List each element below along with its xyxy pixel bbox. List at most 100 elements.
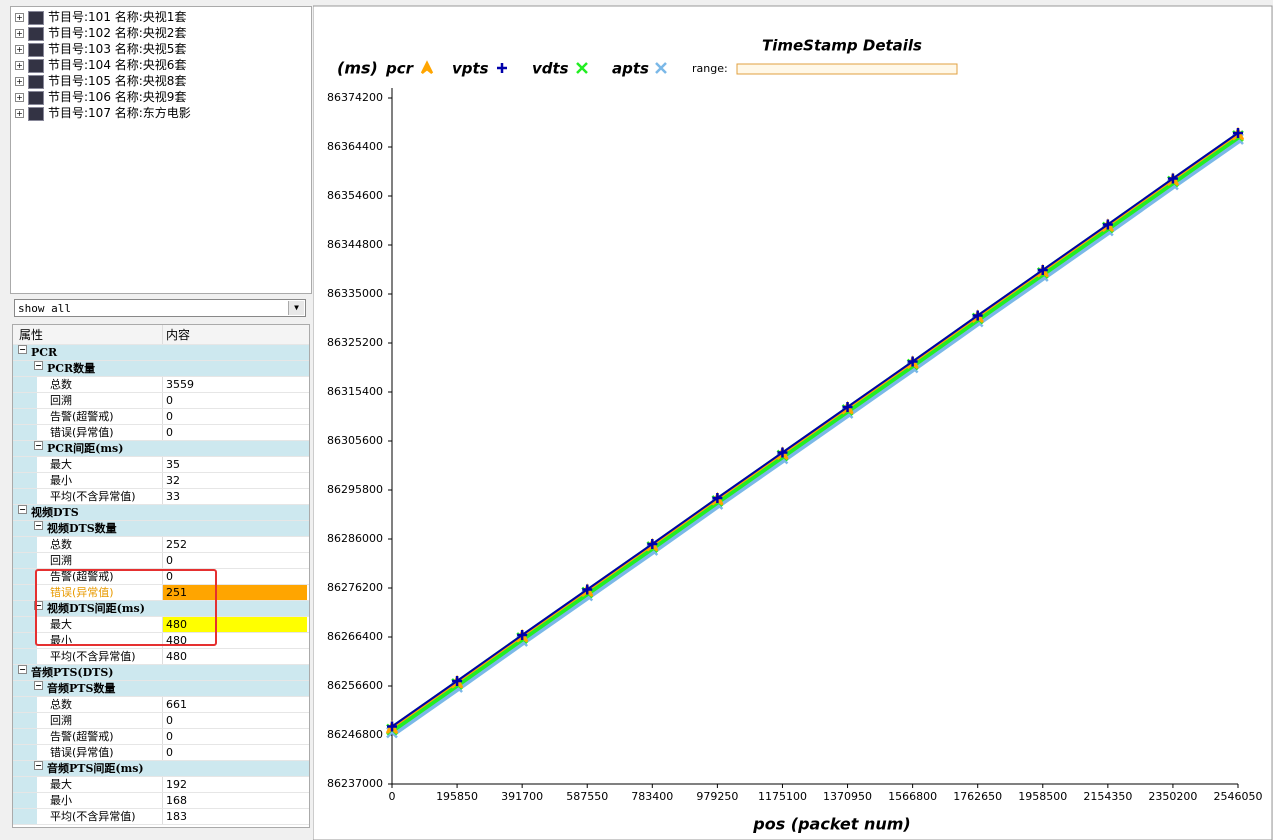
- range-box[interactable]: [736, 63, 958, 75]
- x-tick-label: 391700: [501, 790, 543, 803]
- collapse-toggle[interactable]: −: [34, 520, 43, 530]
- program-tree: + 节目号:101 名称:央视1套 + 节目号:102 名称:央视2套 + 节目号:103…: [10, 6, 312, 294]
- category-row[interactable]: − 音频PTS间距(ms): [13, 761, 309, 777]
- property-name: 最大: [13, 777, 163, 792]
- data-point: [1233, 128, 1243, 138]
- collapse-toggle[interactable]: −: [34, 440, 43, 450]
- expander[interactable]: +: [15, 13, 24, 22]
- collapse-toggle[interactable]: −: [34, 360, 43, 370]
- tree-item[interactable]: + 节目号:104 名称:央视6套: [15, 57, 186, 73]
- chart-title: TimeStamp Details: [762, 37, 922, 55]
- filter-dropdown[interactable]: show all ▼: [14, 299, 306, 317]
- category-row[interactable]: − PCR间距(ms): [13, 441, 309, 457]
- expander[interactable]: +: [15, 29, 24, 38]
- property-value: 0: [166, 426, 173, 439]
- legend-marker: [576, 62, 588, 74]
- program-icon: [28, 42, 44, 57]
- header-cell: 内容: [166, 328, 191, 342]
- property-value: 0: [166, 394, 173, 407]
- collapse-toggle[interactable]: −: [34, 760, 43, 770]
- program-icon: [28, 58, 44, 73]
- property-value: 661: [166, 698, 187, 711]
- tree-item[interactable]: + 节目号:105 名称:央视8套: [15, 73, 186, 89]
- property-value: 3559: [166, 378, 194, 391]
- data-point: [647, 539, 658, 549]
- program-label: 节目号:106 名称:央视9套: [48, 90, 187, 104]
- category-label: PCR数量: [47, 362, 96, 375]
- property-name: 平均(不含异常值): [13, 649, 163, 664]
- y-tick-label: 86315400: [327, 385, 383, 398]
- expander[interactable]: +: [15, 109, 24, 118]
- x-tick-label: 2350200: [1148, 790, 1197, 803]
- collapse-toggle[interactable]: −: [18, 504, 27, 514]
- property-row: 平均(不含异常值) 183: [13, 809, 309, 825]
- collapse-toggle[interactable]: −: [18, 344, 27, 354]
- tree-item[interactable]: + 节目号:102 名称:央视2套: [15, 25, 186, 41]
- property-row: 总数 661: [13, 697, 309, 713]
- tree-item[interactable]: + 节目号:101 名称:央视1套: [15, 9, 186, 25]
- program-label: 节目号:101 名称:央视1套: [48, 10, 187, 24]
- category-row[interactable]: − 音频PTS(DTS): [13, 665, 309, 681]
- property-row: 平均(不含异常值) 33: [13, 489, 309, 505]
- property-row: 错误(异常值) 251: [13, 585, 309, 601]
- property-value: 0: [166, 746, 173, 759]
- category-row[interactable]: − PCR数量: [13, 361, 309, 377]
- property-value: 480: [163, 617, 307, 632]
- property-value: 183: [166, 810, 187, 823]
- property-name: 总数: [13, 377, 163, 392]
- x-tick-label: 587550: [566, 790, 608, 803]
- x-tick-label: 1762650: [953, 790, 1002, 803]
- y-tick-label: 86295800: [327, 483, 383, 496]
- y-tick-label: 86286000: [327, 532, 383, 545]
- data-point: [387, 721, 397, 732]
- property-row: 平均(不含异常值) 480: [13, 649, 309, 665]
- property-row: 总数 252: [13, 537, 309, 553]
- y-tick-label: 86325200: [327, 336, 383, 349]
- property-value: 480: [166, 650, 187, 663]
- data-point: [712, 493, 723, 503]
- program-icon: [28, 26, 44, 41]
- category-row[interactable]: − 视频DTS数量: [13, 521, 309, 537]
- tree-item[interactable]: + 节目号:106 名称:央视9套: [15, 89, 186, 105]
- expander[interactable]: +: [15, 61, 24, 70]
- property-value: 480: [166, 634, 187, 647]
- category-label: 音频PTS(DTS): [31, 666, 114, 679]
- category-label: PCR: [31, 346, 58, 359]
- collapse-toggle[interactable]: −: [34, 600, 43, 610]
- property-row: 最大 35: [13, 457, 309, 473]
- x-tick-label: 1175100: [758, 790, 807, 803]
- expander[interactable]: +: [15, 93, 24, 102]
- data-point: [452, 676, 463, 686]
- y-tick-label: 86364400: [327, 140, 383, 153]
- collapse-toggle[interactable]: −: [18, 664, 27, 674]
- property-row: 告警(超警戒) 0: [13, 409, 309, 425]
- property-value: 0: [166, 570, 173, 583]
- x-tick-label: 1566800: [888, 790, 937, 803]
- x-tick-label: 2154350: [1083, 790, 1132, 803]
- collapse-toggle[interactable]: −: [34, 680, 43, 690]
- program-label: 节目号:104 名称:央视6套: [48, 58, 187, 72]
- category-row[interactable]: − 视频DTS间距(ms): [13, 601, 309, 617]
- category-row[interactable]: − 视频DTS: [13, 505, 309, 521]
- y-tick-label: 86335000: [327, 287, 383, 300]
- property-value: 32: [166, 474, 180, 487]
- expander[interactable]: +: [15, 77, 24, 86]
- x-tick-label: 1958500: [1018, 790, 1067, 803]
- category-label: 视频DTS间距(ms): [47, 602, 145, 615]
- property-value: 0: [166, 730, 173, 743]
- expander[interactable]: +: [15, 45, 24, 54]
- data-point: [1102, 219, 1113, 230]
- tree-item[interactable]: + 节目号:103 名称:央视5套: [15, 41, 186, 57]
- x-tick-label: 783400: [631, 790, 673, 803]
- header-cell: 属性: [13, 325, 163, 344]
- property-row: 最小 168: [13, 793, 309, 809]
- property-name: 告警(超警戒): [13, 729, 163, 744]
- annotation-box: [35, 569, 217, 646]
- category-row[interactable]: − PCR: [13, 345, 309, 361]
- category-row[interactable]: − 音频PTS数量: [13, 681, 309, 697]
- y-tick-label: 86354600: [327, 189, 383, 202]
- tree-item[interactable]: + 节目号:107 名称:东方电影: [15, 105, 191, 121]
- chart-panel: [313, 5, 1273, 840]
- dropdown-arrow[interactable]: ▼: [288, 301, 304, 315]
